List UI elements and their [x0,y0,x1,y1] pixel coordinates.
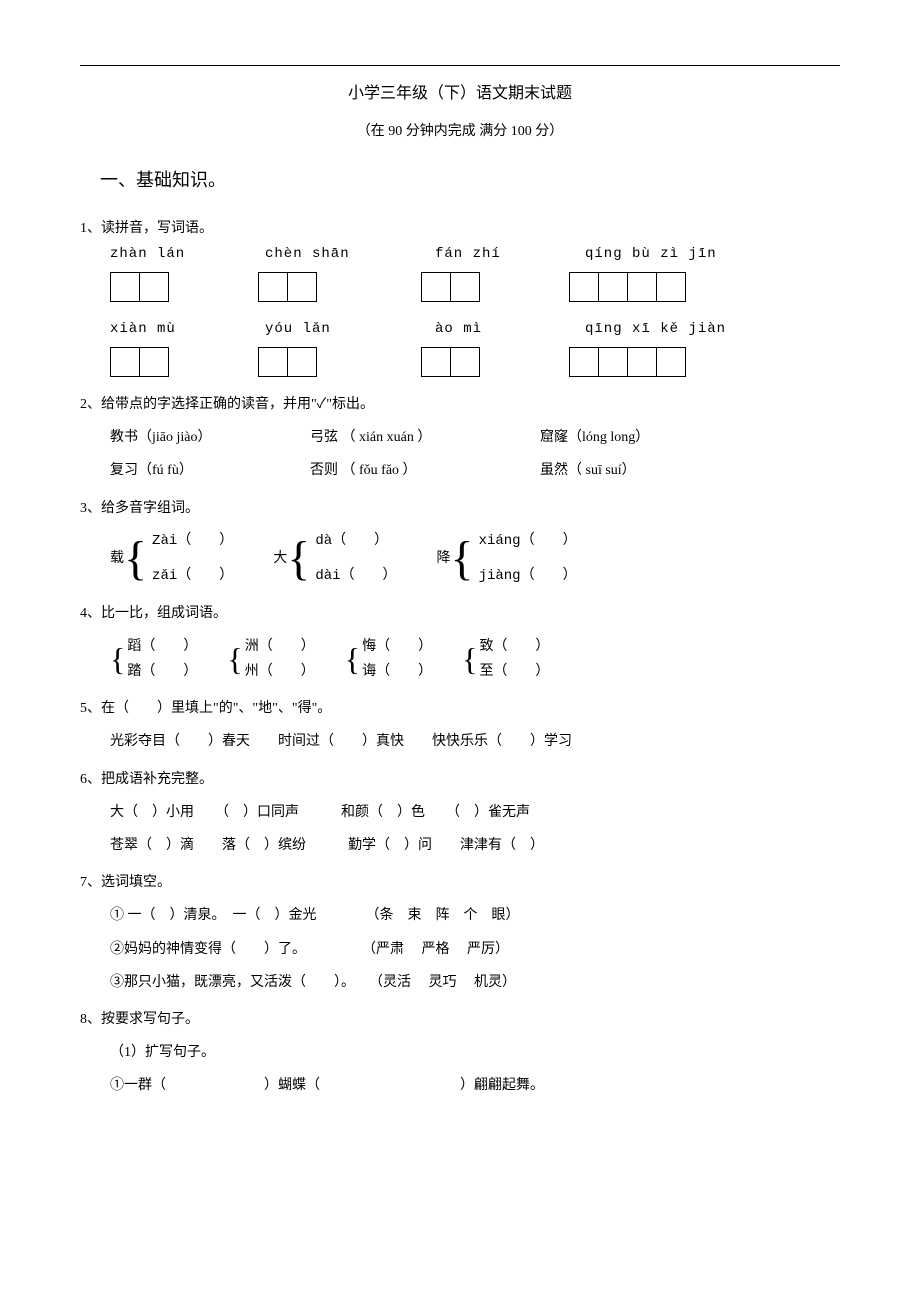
exam-subtitle: （在 90 分钟内完成 满分 100 分） [80,119,840,144]
q2-item: 窟窿（lóng long） [540,425,649,450]
answer-boxes[interactable] [258,347,316,377]
q1-r2-p4: qīng xī kě jiàn [585,317,726,342]
q6-line1: 大（ ）小用 （ ）口同声 和颜（ ）色 （ ）雀无声 [110,800,840,825]
q2-item: 否则 （ fǒu fǎo ） [310,458,540,483]
q2-item: 虽然（ suī suí） [540,458,636,483]
q4-top-1: 蹈（ ） [127,634,197,659]
q1-r2-p2: yóu lǎn [265,317,435,342]
q3-bot-1: zǎi（ ） [152,564,233,589]
q1-r1-p2: chèn shān [265,242,435,267]
q3-top-1: Zài（ ） [152,529,233,554]
q8-sub1-1: ①一群（ ）蝴蝶（ ）翩翩起舞。 [110,1073,840,1098]
q7-label: 7、选词填空。 [80,870,840,895]
q1-label: 1、读拼音，写词语。 [80,216,840,241]
answer-boxes[interactable] [569,272,685,302]
q4-bot-2: 州（ ） [245,659,315,684]
q3-label: 3、给多音字组词。 [80,496,840,521]
q2-item: 教书（jiāo jiào） [110,425,310,450]
answer-boxes[interactable] [110,347,168,377]
q1-r1-p1: zhàn lán [110,242,265,267]
q7-line2: ②妈妈的神情变得（ ）了。 （严肃 严格 严厉） [110,937,840,962]
brace-icon: { [287,535,310,583]
q2-item: 弓弦 （ xián xuán ） [310,425,540,450]
q8-label: 8、按要求写句子。 [80,1007,840,1032]
q1-r2-p1: xiàn mù [110,317,265,342]
q4-bot-3: 诲（ ） [362,659,432,684]
q4-bot-4: 至（ ） [479,659,549,684]
q5-text: 光彩夺目（ ）春天 时间过（ ）真快 快快乐乐（ ）学习 [110,729,840,754]
q2-item: 复习（fú fù） [110,458,310,483]
section-1-heading: 一、基础知识。 [100,164,840,196]
brace-icon: { [451,535,474,583]
q4-top-3: 悔（ ） [362,634,432,659]
q6-line2: 苍翠（ ）滴 落（ ）缤纷 勤学（ ）问 津津有（ ） [110,833,840,858]
q7-line3: ③那只小猫，既漂亮，又活泼（ ）。 （灵活 灵巧 机灵） [110,970,840,995]
brace-icon: { [345,645,360,674]
q6-label: 6、把成语补充完整。 [80,767,840,792]
q3-char-1: 载 [110,546,124,571]
brace-icon: { [124,535,147,583]
answer-boxes[interactable] [569,347,685,377]
answer-boxes[interactable] [421,272,479,302]
brace-icon: { [227,645,242,674]
q1-r1-p4: qíng bù zì jīn [585,242,717,267]
q8-sub1: （1）扩写句子。 [110,1040,840,1065]
q3-top-2: dà（ ） [315,529,396,554]
q5-label: 5、在（ ）里填上"的"、"地"、"得"。 [80,696,840,721]
brace-icon: { [110,645,125,674]
q4-label: 4、比一比，组成词语。 [80,601,840,626]
q3-char-2: 大 [273,546,287,571]
brace-icon: { [462,645,477,674]
q1-r1-p3: fán zhí [435,242,585,267]
q3-top-3: xiáng（ ） [479,529,577,554]
answer-boxes[interactable] [421,347,479,377]
answer-boxes[interactable] [258,272,316,302]
q3-bot-3: jiàng（ ） [479,564,577,589]
q3-char-3: 降 [437,546,451,571]
q4-top-4: 致（ ） [479,634,549,659]
exam-title: 小学三年级（下）语文期末试题 [80,80,840,109]
q2-label: 2、给带点的字选择正确的读音，并用"✓"标出。 [80,392,840,417]
q4-bot-1: 踏（ ） [127,659,197,684]
q1-r2-p3: ào mì [435,317,585,342]
q4-top-2: 洲（ ） [245,634,315,659]
q3-bot-2: dài（ ） [315,564,396,589]
q7-line1: ① 一（ ）清泉。 一（ ）金光 （条 束 阵 个 眼） [110,903,840,928]
answer-boxes[interactable] [110,272,168,302]
